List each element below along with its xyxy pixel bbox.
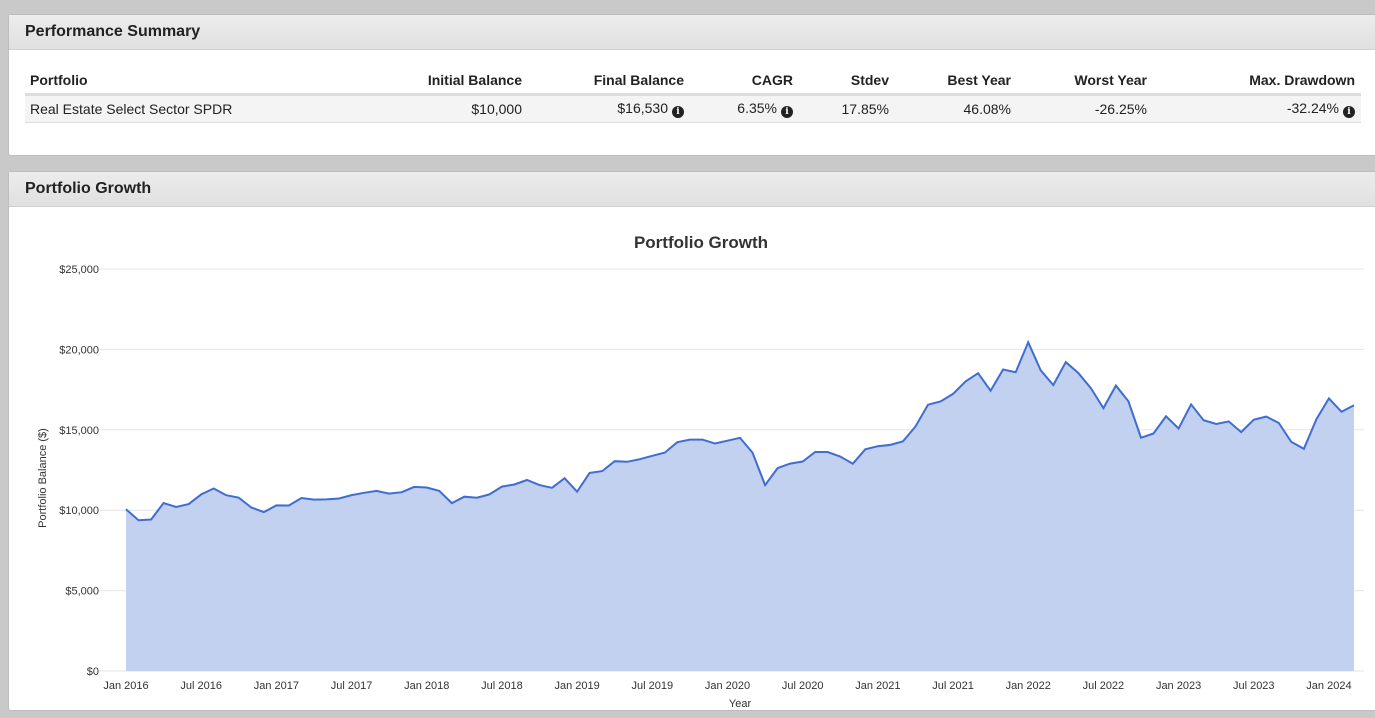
column-stdev: Stdev xyxy=(799,67,895,96)
portfolio-growth-title: Portfolio Growth xyxy=(25,180,152,197)
best-year-value: 46.08% xyxy=(895,94,1017,123)
column-worst-year: Worst Year xyxy=(1017,67,1153,96)
cagr-value: 6.35% xyxy=(737,100,777,116)
table-header-row: Portfolio Initial Balance Final Balance … xyxy=(25,67,1361,96)
column-final-balance: Final Balance xyxy=(528,67,690,96)
x-tick-label: Jan 2023 xyxy=(1156,680,1201,692)
x-tick-label: Jul 2018 xyxy=(481,680,523,692)
column-portfolio: Portfolio xyxy=(25,67,366,96)
info-circle-icon[interactable]: i xyxy=(1343,106,1355,118)
chart-title: Portfolio Growth xyxy=(634,233,768,252)
x-tick-label: Jul 2021 xyxy=(932,680,974,692)
table-row: Real Estate Select Sector SPDR $10,000 $… xyxy=(25,94,1361,123)
x-tick-label: Jan 2017 xyxy=(254,680,299,692)
max-drawdown-value: -32.24% xyxy=(1286,100,1339,116)
x-tick-label: Jan 2024 xyxy=(1306,680,1351,692)
x-tick-label: Jan 2021 xyxy=(855,680,900,692)
info-circle-icon[interactable]: i xyxy=(781,106,793,118)
portfolio-name: Real Estate Select Sector SPDR xyxy=(25,94,366,123)
series-line[interactable] xyxy=(125,339,1355,522)
x-tick-label: Jul 2016 xyxy=(180,680,222,692)
x-tick-label: Jul 2022 xyxy=(1083,680,1125,692)
max-drawdown-cell: -32.24% i xyxy=(1153,94,1361,123)
performance-summary-table: Portfolio Initial Balance Final Balance … xyxy=(25,67,1361,123)
y-tick-label: $5,000 xyxy=(65,586,99,598)
stdev-value: 17.85% xyxy=(799,94,895,123)
cagr-cell: 6.35% i xyxy=(690,94,799,123)
performance-summary-header: Performance Summary xyxy=(9,15,1375,50)
y-tick-label: $0 xyxy=(87,666,99,678)
x-tick-label: Jul 2020 xyxy=(782,680,824,692)
y-tick-label: $20,000 xyxy=(59,344,99,356)
x-tick-label: Jan 2020 xyxy=(705,680,750,692)
performance-summary-panel: Performance Summary Portfolio Initial Ba… xyxy=(8,14,1375,156)
portfolio-growth-header: Portfolio Growth xyxy=(9,172,1375,207)
final-balance-value: $16,530 xyxy=(617,100,668,116)
column-best-year: Best Year xyxy=(895,67,1017,96)
y-tick-label: $10,000 xyxy=(59,505,99,517)
y-axis-label: Portfolio Balance ($) xyxy=(37,428,49,528)
portfolio-growth-chart: Portfolio Growth Year Portfolio Balance … xyxy=(37,233,1364,710)
x-tick-label: Jul 2023 xyxy=(1233,680,1275,692)
x-tick-label: Jul 2017 xyxy=(331,680,373,692)
x-tick-label: Jul 2019 xyxy=(631,680,673,692)
x-tick-label: Jan 2018 xyxy=(404,680,449,692)
x-tick-label: Jan 2019 xyxy=(554,680,599,692)
column-initial-balance: Initial Balance xyxy=(366,67,528,96)
column-cagr: CAGR xyxy=(690,67,799,96)
initial-balance-value: $10,000 xyxy=(366,94,528,123)
series-area xyxy=(126,342,1354,671)
column-max-drawdown: Max. Drawdown xyxy=(1153,67,1361,96)
y-tick-label: $25,000 xyxy=(59,264,99,276)
performance-summary-title: Performance Summary xyxy=(25,23,201,40)
final-balance-cell: $16,530 i xyxy=(528,94,690,123)
worst-year-value: -26.25% xyxy=(1017,94,1153,123)
portfolio-growth-panel: Portfolio Growth Portfolio Growth Year P… xyxy=(8,171,1375,711)
x-tick-label: Jan 2022 xyxy=(1006,680,1051,692)
x-tick-label: Jan 2016 xyxy=(103,680,148,692)
x-axis-label: Year xyxy=(729,698,752,710)
y-tick-label: $15,000 xyxy=(59,425,99,437)
info-circle-icon[interactable]: i xyxy=(672,106,684,118)
